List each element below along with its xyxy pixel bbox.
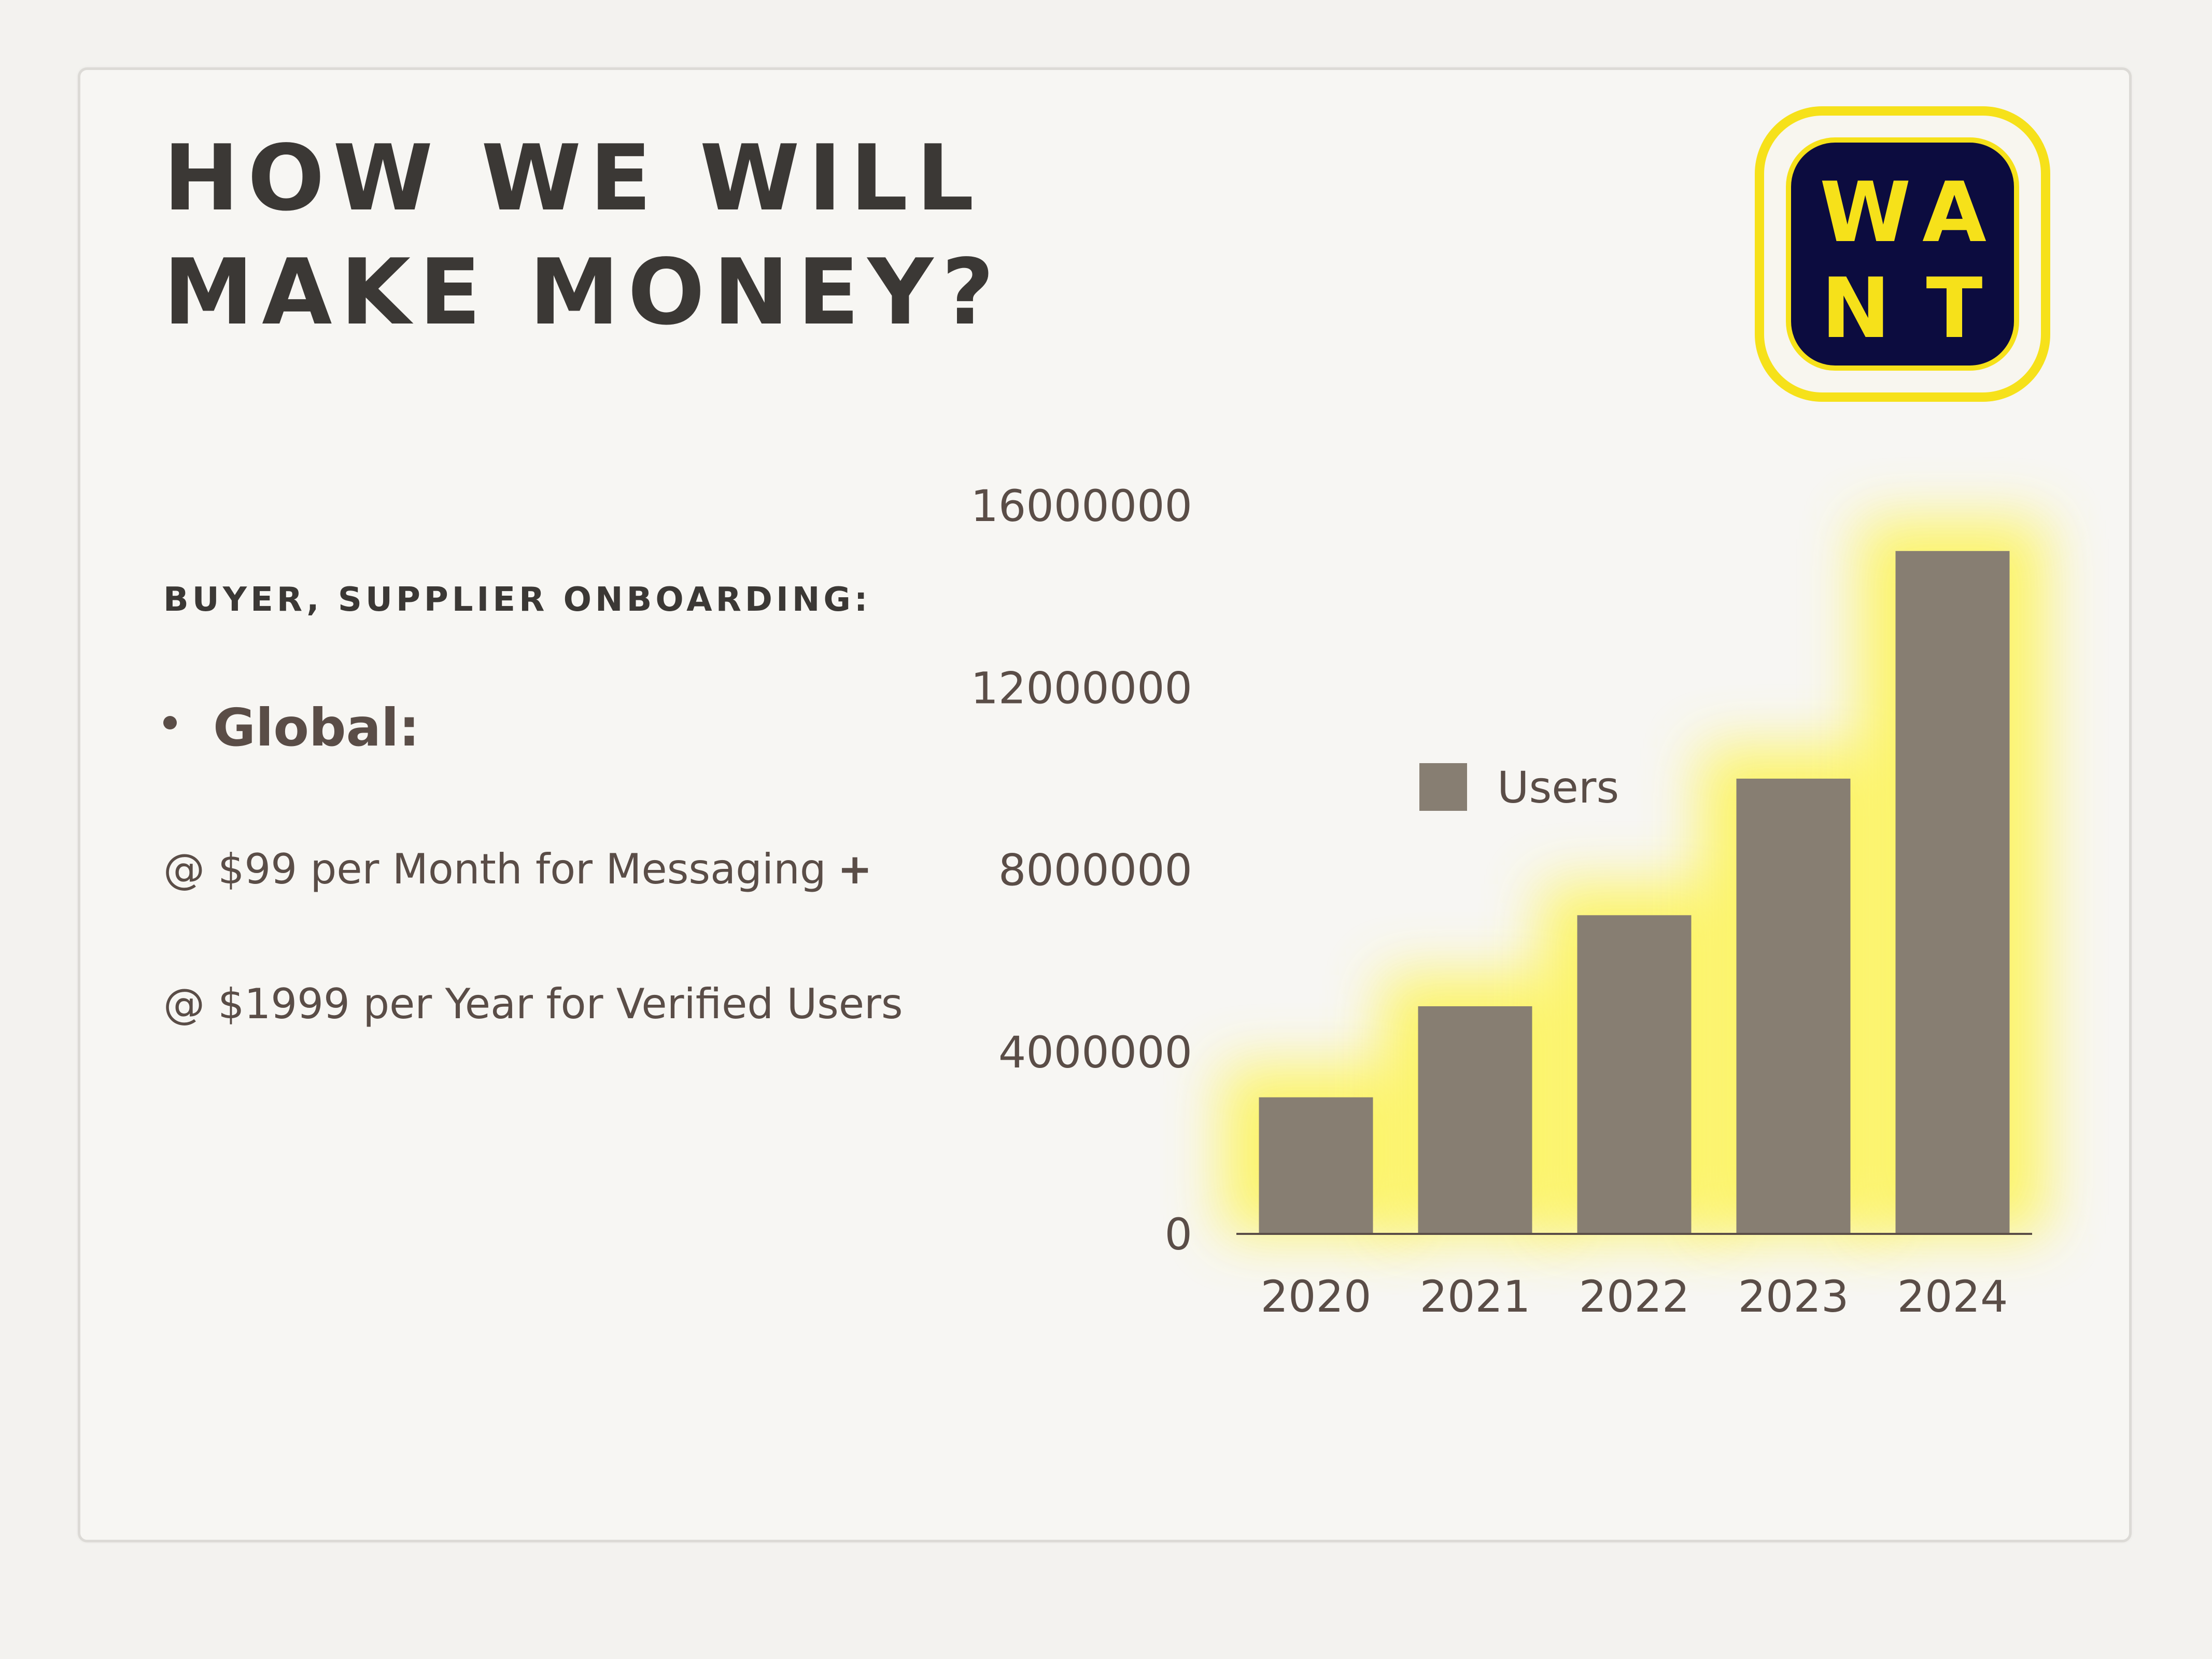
bar-2020 [1259,1097,1373,1234]
bar-2021 [1418,1006,1532,1234]
chart-legend: Users [1419,762,1619,813]
y-tick-labels: 0 4000000 8000000 12000000 16000000 [970,481,1192,1260]
bar-layer [1259,551,2010,1234]
y-tick-label-0: 0 [1165,1209,1192,1260]
price-line-plus: + [837,845,872,893]
legend-label-users: Users [1497,762,1619,813]
y-tick-label-1: 4000000 [998,1027,1192,1078]
x-category-labels: 2020 2021 2022 2023 2024 [1261,1271,2008,1322]
want-logo: W A N T [1755,106,2050,402]
x-tick-label-2021: 2021 [1420,1271,1531,1322]
y-tick-label-3: 12000000 [970,663,1192,713]
logo-letter-n: N [1821,260,1891,357]
x-tick-label-2020: 2020 [1261,1271,1372,1322]
x-tick-label-2024: 2024 [1897,1271,2008,1322]
price-line-messaging: @ $99 per Month for Messaging + [163,845,872,893]
onboarding-heading: BUYER, SUPPLIER ONBOARDING: [163,581,871,619]
price-line-verified-text: @ $1999 per Year for Verified Users [163,980,903,1028]
price-line-messaging-text: @ $99 per Month for Messaging [163,845,826,893]
logo-letter-t: T [1926,260,1983,357]
price-line-verified: @ $1999 per Year for Verified Users [163,980,903,1028]
bullet-global-text: Global: [213,697,420,758]
slide-title: HOW WE WILL MAKE MONEY? [163,122,1003,350]
x-tick-label-2022: 2022 [1579,1271,1690,1322]
logo-letter-a: A [1922,164,1986,261]
title-line-1: HOW WE WILL [163,126,982,231]
x-tick-label-2023: 2023 [1738,1271,1849,1322]
bar-2023 [1736,778,1851,1234]
bar-2022 [1577,915,1692,1234]
bar-2024 [1895,551,2010,1234]
bullet-global: Global: [163,697,419,758]
legend-swatch-users [1419,763,1467,811]
y-tick-label-2: 8000000 [998,845,1192,896]
y-tick-label-4: 16000000 [970,481,1192,531]
title-line-2: MAKE MONEY? [163,240,1003,345]
bullet-dot [163,715,177,729]
want-logo-tile: W A N T [1786,137,2019,371]
